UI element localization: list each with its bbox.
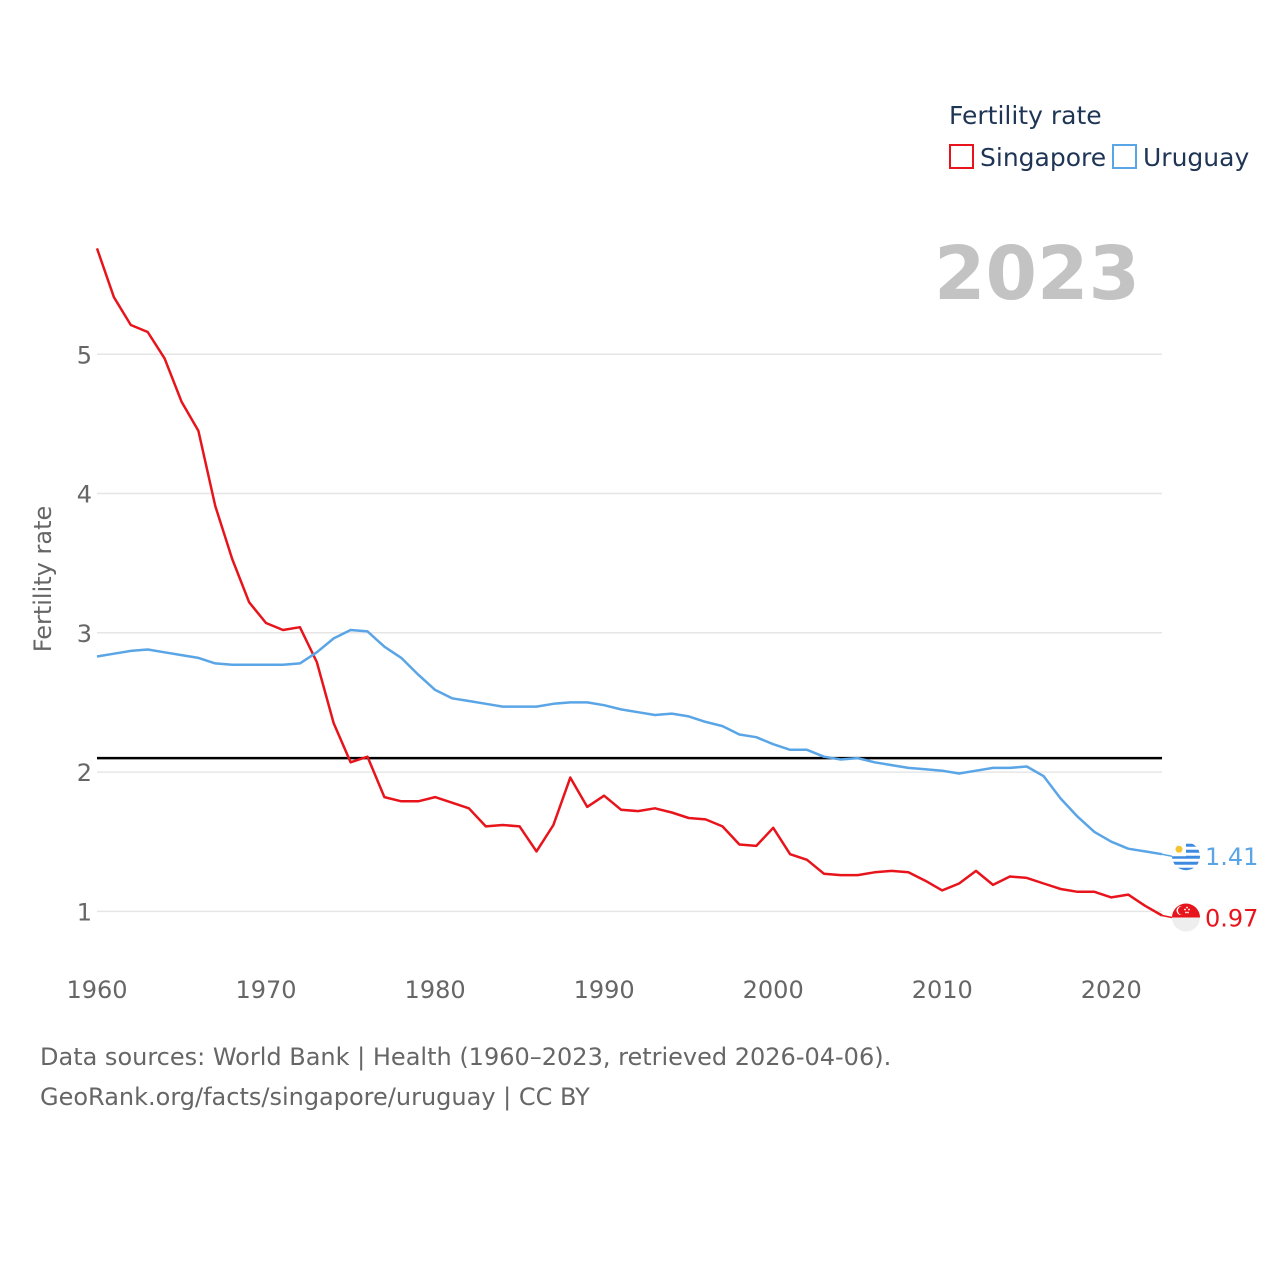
legend-item-singapore[interactable]: Singapore [949, 143, 1106, 172]
legend-item-uruguay[interactable]: Uruguay [1112, 143, 1249, 172]
x-tick-label: 2020 [1081, 976, 1142, 1004]
legend-label-uruguay: Uruguay [1143, 143, 1249, 172]
legend-label-singapore: Singapore [980, 143, 1106, 172]
legend-swatch-uruguay [1112, 144, 1137, 169]
y-tick-label: 1 [77, 898, 92, 926]
legend: Fertility rate Singapore Uruguay [949, 101, 1249, 172]
y-tick-label: 2 [77, 759, 92, 787]
footer-source: Data sources: World Bank | Health (1960–… [40, 1043, 892, 1071]
x-tick-label: 1990 [574, 976, 635, 1004]
end-connector [1161, 914, 1173, 919]
y-tick-label: 5 [77, 341, 92, 369]
legend-title: Fertility rate [949, 101, 1102, 130]
end-value-singapore: 0.97 [1205, 905, 1258, 933]
gridlines [97, 353, 1162, 913]
x-tick-label: 1980 [405, 976, 466, 1004]
flag-singapore-icon [1172, 903, 1200, 932]
end-value-uruguay: 1.41 [1205, 843, 1258, 871]
end-connector [1161, 853, 1173, 857]
x-tick-label: 1960 [66, 976, 127, 1004]
y-tick-label: 4 [77, 481, 92, 509]
year-label: 2023 [934, 231, 1140, 317]
x-axis-ticks: 1960 1970 1980 1990 2000 2010 2020 [66, 976, 1141, 1004]
x-tick-label: 1970 [236, 976, 297, 1004]
flag-uruguay-icon [1172, 842, 1200, 871]
y-axis-title: Fertility rate [29, 506, 57, 653]
x-tick-label: 2010 [912, 976, 973, 1004]
legend-swatch-singapore [949, 144, 974, 169]
y-axis-ticks: 1 2 3 4 5 [77, 341, 92, 926]
footer-attribution[interactable]: GeoRank.org/facts/singapore/uruguay | CC… [40, 1083, 590, 1111]
series-line-singapore [95, 247, 1163, 917]
end-markers: 0.97 1.41 [1161, 842, 1258, 933]
series-lines [95, 247, 1163, 917]
y-tick-label: 3 [77, 620, 92, 648]
series-line-uruguay [96, 628, 1163, 856]
x-tick-label: 2000 [743, 976, 804, 1004]
